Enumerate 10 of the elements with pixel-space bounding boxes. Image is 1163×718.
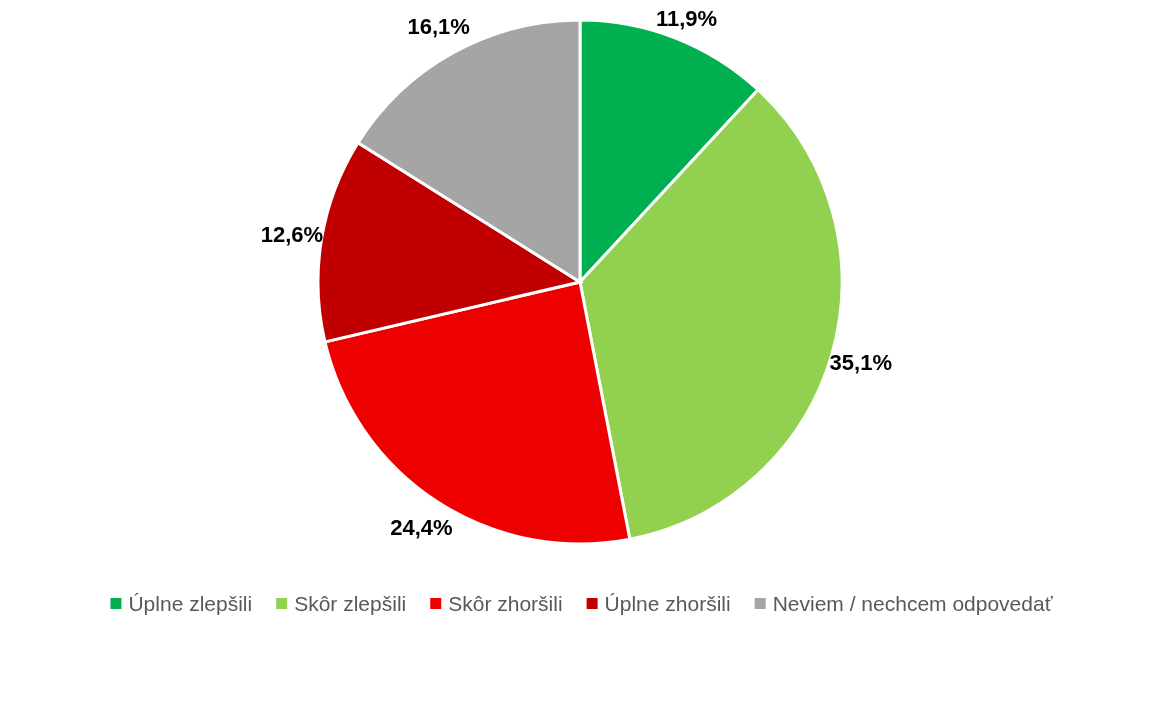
legend-label: Skôr zlepšili — [294, 592, 407, 616]
data-label: 24,4% — [390, 514, 453, 540]
data-label: 35,1% — [829, 349, 892, 375]
data-label: 16,1% — [407, 14, 470, 40]
data-label: 11,9% — [655, 5, 718, 31]
legend-label: Neviem / nechcem odpovedať — [772, 592, 1054, 616]
data-label: 12,6% — [260, 221, 324, 247]
legend-label: Úplne zlepšili — [128, 592, 253, 616]
legend-label: Úplne zhoršili — [604, 592, 731, 616]
legend-label: Skôr zhoršili — [448, 592, 563, 616]
